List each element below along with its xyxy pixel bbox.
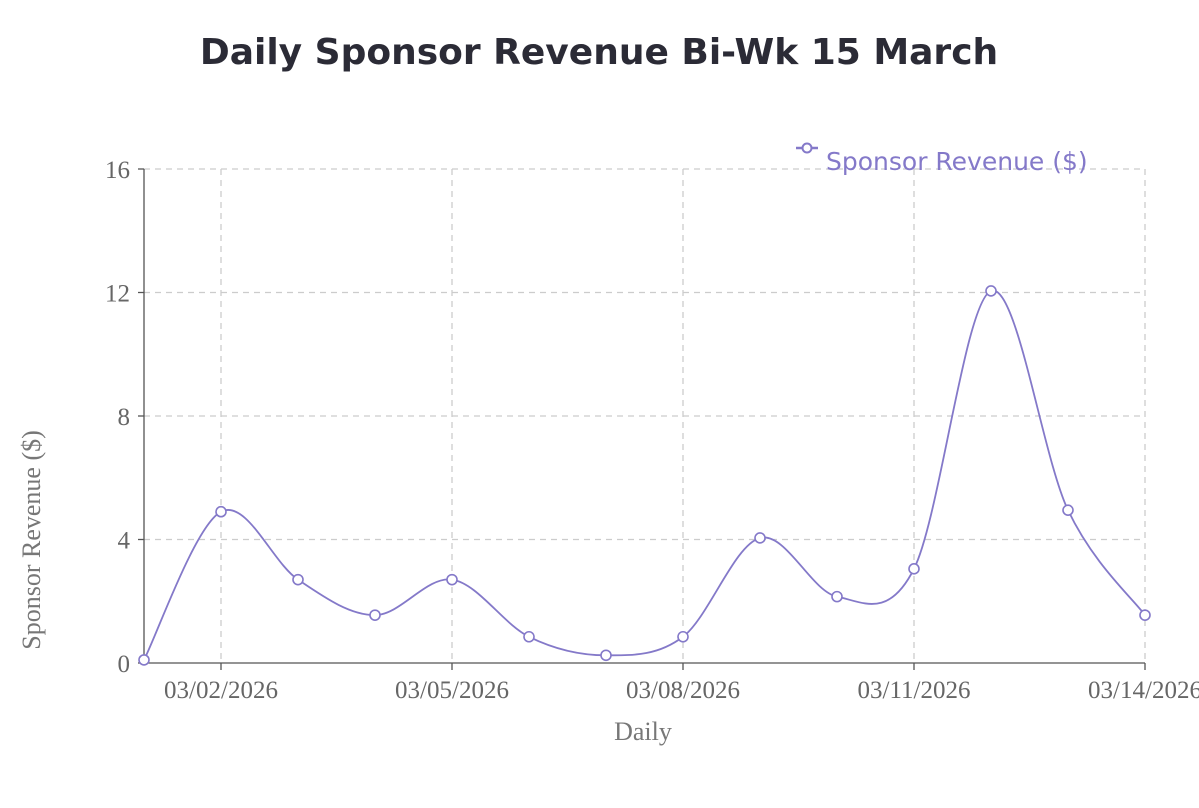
data-point-10[interactable] [831,590,843,603]
chart-title: Daily Sponsor Revenue Bi-Wk 15 March [200,32,998,73]
y-axis-ticks: 0 4 8 12 16 [105,157,144,678]
legend-entry-sponsor-revenue: Sponsor Revenue ($) [826,147,1088,176]
x-tick-label: 03/02/2026 [164,677,278,704]
data-point-8[interactable] [677,630,689,643]
x-tick-label: 03/08/2026 [626,677,740,704]
y-tick-label: 12 [105,281,130,308]
data-point-2[interactable] [215,505,227,518]
data-point-7[interactable] [600,649,612,662]
data-point-6[interactable] [523,630,535,643]
y-tick-label: 16 [105,157,130,184]
data-point-1[interactable] [138,654,150,666]
data-point-12[interactable] [985,285,997,297]
legend[interactable]: Sponsor Revenue ($) [796,142,1088,177]
data-point-5[interactable] [446,573,458,586]
x-tick-label: 03/05/2026 [395,677,509,704]
y-axis-label: Sponsor Revenue ($) [17,430,46,650]
data-point-14[interactable] [1139,609,1151,621]
data-point-11[interactable] [908,563,920,575]
data-point-9[interactable] [754,532,766,544]
x-tick-label: 03/14/2026 [1088,677,1199,704]
y-tick-label: 0 [118,651,131,678]
y-tick-label: 8 [118,404,131,431]
data-point-13[interactable] [1062,504,1074,516]
data-point-4[interactable] [369,609,381,621]
legend-point-marker [801,142,813,154]
series-layer [138,285,1151,666]
grid [144,168,1146,663]
x-tick-label: 03/11/2026 [858,677,971,704]
series-line [143,290,1146,661]
x-axis-ticks: 03/02/2026 03/05/2026 03/08/2026 03/11/2026… [164,663,1199,704]
x-axis-label: Daily [614,717,672,746]
y-tick-label: 4 [118,528,131,555]
data-point-3[interactable] [292,573,304,586]
